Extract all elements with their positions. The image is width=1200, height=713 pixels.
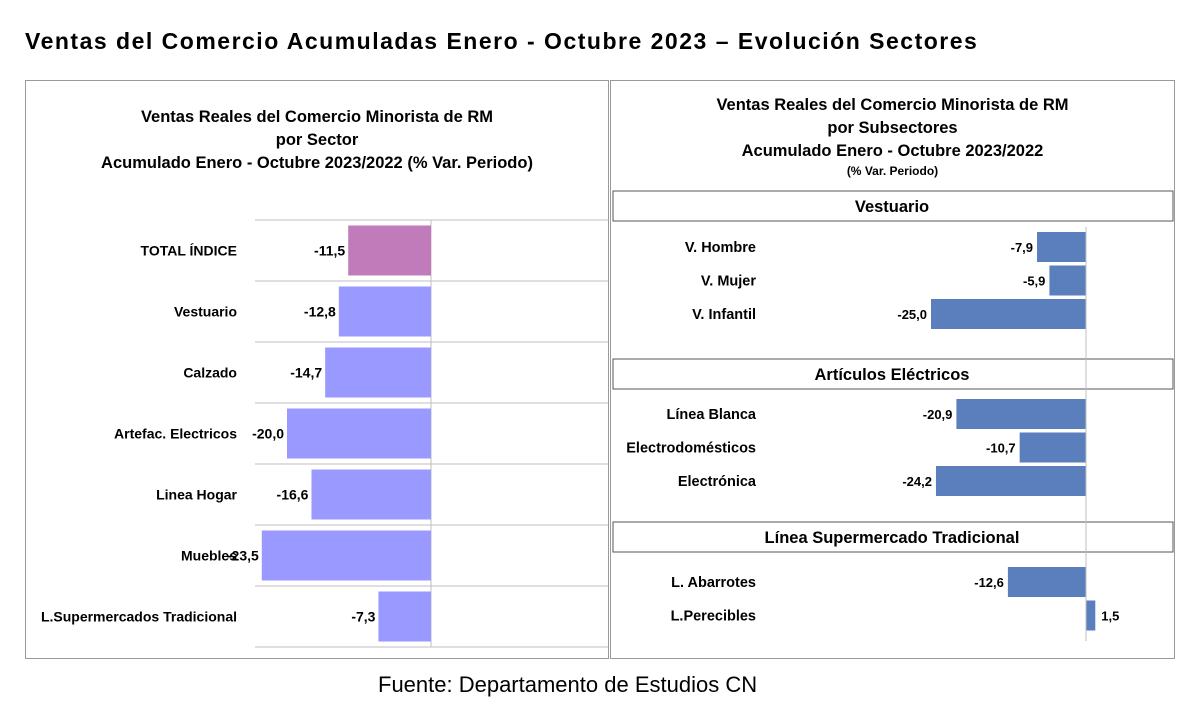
page-title: Ventas del Comercio Acumuladas Enero - O… bbox=[25, 28, 979, 54]
group-header-label-linea-supermercado-tradicional: Línea Supermercado Tradicional bbox=[765, 529, 1020, 547]
value-label-electrodomesticos: -10,7 bbox=[986, 441, 1016, 456]
category-label-l-supermercados-tradicional: L.Supermercados Tradicional bbox=[41, 609, 237, 625]
value-label-v-hombre: -7,9 bbox=[1011, 240, 1033, 255]
subsector-title-line-1: Ventas Reales del Comercio Minorista de … bbox=[716, 96, 1069, 114]
bar-linea-blanca bbox=[956, 399, 1086, 429]
bar-electrodomesticos bbox=[1019, 432, 1086, 463]
value-label-linea-blanca: -20,9 bbox=[923, 407, 953, 422]
category-label-v-mujer: V. Mujer bbox=[701, 274, 756, 290]
subsector-bar-chart: Vestuario V. Hombre -7,9 V. Mujer -5,9 V. Inf… bbox=[612, 190, 1174, 641]
category-label-vestuario: Vestuario bbox=[174, 304, 237, 320]
category-label-v-hombre: V. Hombre bbox=[685, 240, 756, 256]
value-label-l-abarrotes: -12,6 bbox=[974, 575, 1004, 590]
subsector-chart-title: Ventas Reales del Comercio Minorista de … bbox=[611, 94, 1174, 179]
category-label-l-perecibles: L.Perecibles bbox=[671, 609, 756, 625]
bar-v-hombre bbox=[1037, 232, 1086, 262]
value-label-linea-hogar: -16,6 bbox=[277, 487, 309, 503]
value-label-electronica: -24,2 bbox=[902, 474, 932, 489]
bar-total-indice bbox=[348, 225, 431, 276]
group-header-label-vestuario: Vestuario bbox=[855, 198, 929, 216]
group-header-label-articulos-electricos: Artículos Eléctricos bbox=[815, 366, 970, 384]
value-label-v-mujer: -5,9 bbox=[1023, 274, 1045, 289]
category-label-total-indice: TOTAL ÍNDICE bbox=[141, 243, 237, 259]
category-label-v-infantil: V. Infantil bbox=[692, 307, 756, 323]
value-label-l-supermercados-tradicional: -7,3 bbox=[351, 609, 375, 625]
subsector-title-line-3: Acumulado Enero - Octubre 2023/2022 bbox=[741, 142, 1044, 160]
sector-chart-panel: Ventas Reales del Comercio Minorista de … bbox=[25, 80, 609, 659]
category-label-calzado: Calzado bbox=[183, 365, 237, 381]
value-label-v-infantil: -25,0 bbox=[897, 307, 927, 322]
value-label-vestuario: -12,8 bbox=[304, 304, 336, 320]
value-label-muebles: -23,5 bbox=[227, 548, 259, 564]
subsector-chart-panel: Ventas Reales del Comercio Minorista de … bbox=[610, 80, 1175, 659]
category-label-l-abarrotes: L. Abarrotes bbox=[671, 575, 756, 591]
bar-l-abarrotes bbox=[1007, 567, 1086, 597]
category-label-artefac-electricos: Artefac. Electricos bbox=[114, 426, 237, 442]
value-label-artefac-electricos: -20,0 bbox=[252, 426, 284, 442]
sector-title-line-1: Ventas Reales del Comercio Minorista de … bbox=[140, 108, 494, 126]
bar-v-mujer bbox=[1049, 265, 1086, 296]
subsector-subtitle: (% Var. Periodo) bbox=[846, 164, 939, 178]
value-label-total-indice: -11,5 bbox=[314, 243, 345, 259]
category-label-linea-blanca: Línea Blanca bbox=[667, 407, 757, 423]
bar-muebles bbox=[261, 530, 431, 581]
category-label-linea-hogar: Linea Hogar bbox=[156, 487, 237, 503]
bar-vestuario bbox=[338, 286, 431, 337]
sector-chart-title: Ventas Reales del Comercio Minorista de … bbox=[26, 106, 608, 175]
category-label-muebles: Muebles bbox=[181, 548, 237, 564]
bar-v-infantil bbox=[931, 299, 1086, 329]
group-header-vestuario bbox=[612, 190, 1174, 222]
sector-title-line-3: Acumulado Enero - Octubre 2023/2022 (% V… bbox=[101, 154, 533, 172]
sector-title-line-2: por Sector bbox=[275, 131, 359, 149]
category-label-electronica: Electrónica bbox=[678, 474, 757, 490]
bar-linea-hogar bbox=[311, 469, 431, 520]
group-header-linea-supermercado-tradicional bbox=[612, 521, 1174, 553]
value-label-calzado: -14,7 bbox=[290, 365, 322, 381]
bar-l-perecibles bbox=[1086, 600, 1096, 631]
value-label-l-perecibles: 1,5 bbox=[1101, 609, 1119, 624]
bar-l-supermercados-tradicional bbox=[378, 591, 431, 642]
subsector-title-line-2: por Subsectores bbox=[827, 119, 958, 137]
bar-calzado bbox=[325, 347, 431, 398]
bar-artefac-electricos bbox=[287, 408, 431, 459]
source-note: Fuente: Departamento de Estudios CN bbox=[378, 672, 758, 697]
group-header-articulos-electricos bbox=[612, 358, 1174, 390]
sector-bar-chart: TOTAL ÍNDICE -11,5 Vestuario -12,8 Calzado -1… bbox=[41, 219, 608, 648]
category-label-electrodomesticos: Electrodomésticos bbox=[626, 441, 756, 457]
bar-electronica bbox=[935, 466, 1086, 496]
